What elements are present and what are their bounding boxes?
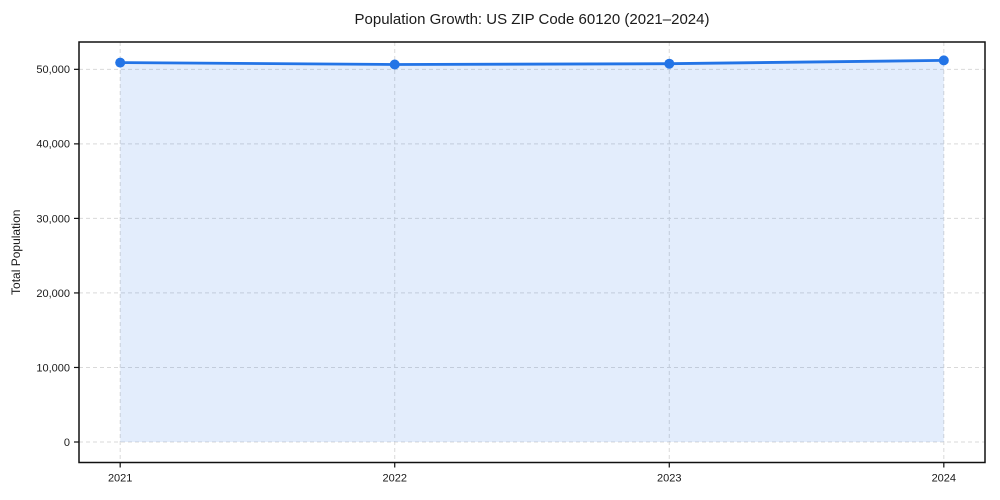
y-tick-label: 40,000	[36, 139, 70, 151]
y-tick-label: 0	[64, 437, 70, 449]
y-axis-label: Total Population	[9, 210, 23, 295]
area-fill	[120, 60, 944, 443]
data-point	[389, 59, 400, 70]
x-tick-label: 2022	[382, 473, 406, 485]
population-line	[118, 59, 946, 66]
x-tick-label: 2023	[657, 473, 681, 485]
data-point	[115, 57, 126, 68]
y-tick-label: 10,000	[36, 362, 70, 374]
x-tick-label: 2024	[932, 473, 956, 485]
data-point	[938, 55, 949, 66]
y-tick-label: 30,000	[36, 213, 70, 225]
y-tick-label: 20,000	[36, 288, 70, 300]
plot-border	[78, 41, 986, 464]
y-tick-label: 50,000	[36, 64, 70, 76]
data-point	[664, 58, 675, 69]
chart-title: Population Growth: US ZIP Code 60120 (20…	[355, 11, 710, 28]
x-tick-label: 2021	[108, 473, 132, 485]
